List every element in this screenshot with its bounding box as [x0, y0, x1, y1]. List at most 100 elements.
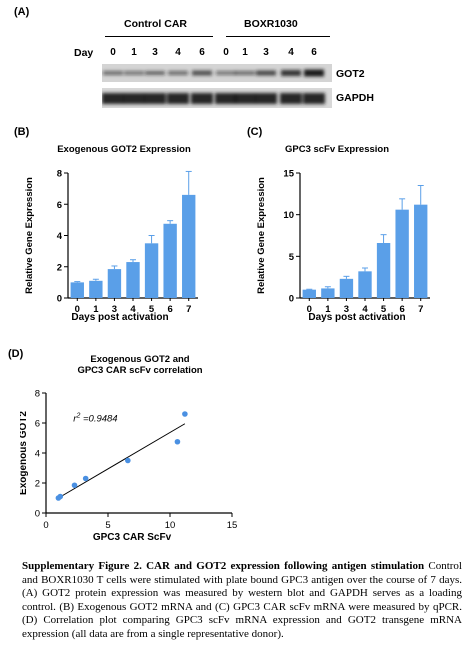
got2-band-0 — [103, 71, 123, 75]
got2-band-1 — [124, 71, 144, 75]
gapdh-band-1 — [123, 93, 145, 104]
panel-c-label: (C) — [247, 126, 263, 138]
got2-band-5 — [216, 71, 236, 75]
panel-d-title-line1: Exogenous GOT2 and — [90, 354, 190, 365]
figure-caption-title: Supplementary Figure 2. CAR and GOT2 exp… — [22, 560, 425, 572]
bar-7 — [182, 194, 196, 298]
panel-c-xlabel: Days post activation — [308, 312, 406, 323]
x-tick-label-0: 0 — [43, 520, 48, 531]
control-car-header: Control CAR — [124, 18, 187, 30]
got2-band-3 — [168, 71, 188, 75]
y-tick-label-4: 4 — [35, 449, 40, 460]
gapdh-band-7 — [255, 93, 277, 104]
x-tick-label-0: 0 — [75, 304, 80, 315]
bar-4 — [358, 271, 372, 298]
bar-7 — [414, 204, 428, 298]
got2-band-label: GOT2 — [336, 68, 365, 80]
panel-b-title: Exogenous GOT2 Expression — [57, 144, 191, 155]
panel-b-label: (B) — [14, 126, 30, 138]
day-label-7: 3 — [263, 47, 269, 58]
bar-5 — [144, 243, 159, 298]
day-label-0: 0 — [110, 47, 116, 58]
gapdh-band-4 — [191, 93, 213, 104]
got2-band-4 — [192, 70, 212, 76]
data-point-6 — [182, 411, 188, 417]
y-tick-label-0: 0 — [35, 509, 40, 520]
data-point-4 — [125, 457, 131, 464]
bar-0 — [302, 289, 316, 298]
boxr1030-underline — [226, 36, 330, 37]
x-tick-label-5: 5 — [381, 304, 387, 315]
day-label: Day — [74, 47, 94, 59]
x-tick-label-4: 4 — [362, 304, 368, 315]
x-tick-label-6: 6 — [399, 304, 404, 315]
x-tick-label-7: 7 — [418, 304, 423, 315]
x-tick-label-4: 4 — [130, 304, 136, 315]
bar-1 — [321, 288, 335, 298]
panel-b-xlabel: Days post activation — [71, 312, 169, 323]
y-tick-label-8: 8 — [57, 169, 62, 180]
boxr1030-header: BOXR1030 — [244, 18, 298, 30]
panel-c-title: GPC3 scFv Expression — [284, 144, 390, 155]
bar-1 — [89, 280, 103, 298]
x-tick-label-7: 7 — [186, 304, 191, 315]
y-tick-label-8: 8 — [35, 389, 40, 400]
day-label-3: 4 — [175, 47, 181, 58]
y-tick-label-15: 15 — [283, 169, 294, 180]
data-point-3 — [82, 475, 89, 482]
y-axis-label: Relative Gene Expression — [256, 177, 267, 294]
data-point-1 — [57, 493, 64, 500]
day-label-6: 1 — [242, 47, 248, 58]
panel-a-label: (A) — [14, 6, 30, 18]
gapdh-band-3 — [167, 93, 189, 104]
x-tick-label-1: 1 — [93, 304, 99, 315]
y-tick-label-6: 6 — [57, 200, 62, 211]
gapdh-band-6 — [234, 93, 256, 104]
got2-band-9 — [304, 69, 324, 77]
y-tick-label-2: 2 — [57, 262, 62, 273]
y-tick-label-2: 2 — [35, 479, 40, 490]
x-tick-label-3: 3 — [112, 304, 117, 315]
got2-band-2 — [145, 71, 165, 75]
gapdh-band-2 — [144, 93, 166, 104]
day-label-8: 4 — [288, 47, 294, 58]
y-tick-label-6: 6 — [35, 419, 40, 430]
gapdh-band-8 — [280, 93, 302, 104]
got2-band-7 — [256, 70, 276, 76]
x-tick-label-3: 3 — [344, 304, 349, 315]
figure-caption-body: Control and BOXR1030 T cells were stimul… — [22, 560, 462, 640]
bar-6 — [163, 223, 177, 298]
x-tick-label-6: 6 — [167, 304, 172, 315]
x-tick-label-1: 1 — [325, 304, 331, 315]
gapdh-band-9 — [303, 93, 325, 104]
bar-5 — [376, 243, 391, 298]
gapdh-band-label: GAPDH — [336, 92, 374, 104]
bar-4 — [126, 262, 140, 298]
western-blot-image — [102, 64, 332, 108]
got2-band-6 — [235, 71, 255, 75]
bar-3 — [107, 269, 122, 298]
panel-d-title-line2: GPC3 CAR scFv correlation — [77, 365, 203, 376]
panel-d-scatter-plot: Exogenous GOT2 0 2 4 6 8 0 5 10 15 r2 =0.9484 — [20, 389, 237, 532]
figure-caption: Supplementary Figure 2. CAR and GOT2 exp… — [22, 560, 462, 642]
gapdh-band-5 — [215, 93, 237, 104]
day-label-9: 6 — [311, 47, 317, 58]
data-point-2 — [71, 482, 78, 489]
day-label-4: 6 — [199, 47, 205, 58]
panel-d-label: (D) — [8, 348, 24, 360]
day-label-5: 0 — [223, 47, 229, 58]
x-tick-label-10: 10 — [165, 520, 176, 531]
panel-b-bar-chart: Relative Gene Expression 0 2 4 6 8 0 1 3 4 5 6 7 — [24, 169, 198, 315]
x-tick-label-0: 0 — [307, 304, 312, 315]
y-tick-label-0: 0 — [57, 294, 62, 305]
data-point-5 — [174, 438, 181, 445]
control-car-underline — [105, 36, 213, 37]
x-tick-label-5: 5 — [149, 304, 155, 315]
y-tick-label-5: 5 — [289, 252, 295, 263]
panel-c-bar-chart: Relative Gene Expression 0 5 10 15 0 1 3 4 5 6 7 — [256, 169, 430, 315]
y-tick-label-0: 0 — [289, 294, 294, 305]
regression-line — [58, 423, 186, 499]
y-axis-label: Relative Gene Expression — [24, 177, 35, 294]
x-tick-label-5: 5 — [105, 520, 110, 531]
panel-d-xlabel: GPC3 CAR ScFv — [92, 532, 172, 543]
